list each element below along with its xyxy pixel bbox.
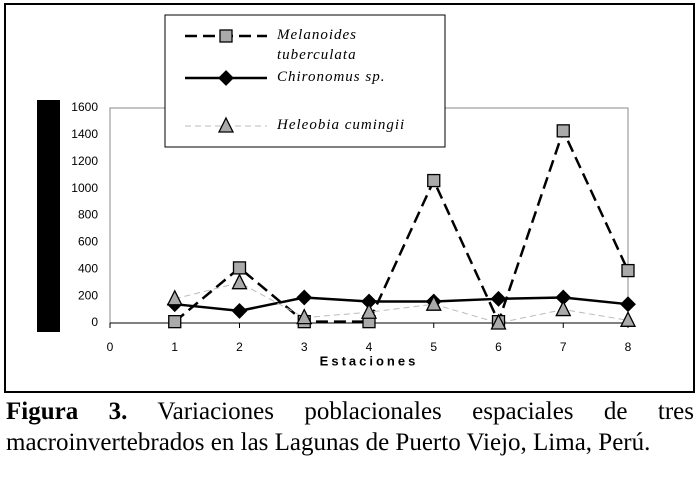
marker bbox=[168, 315, 182, 329]
x-tick-label: 1 bbox=[171, 340, 178, 354]
series-line bbox=[174, 282, 629, 324]
caption: Figura 3. Variaciones poblacionales espa… bbox=[6, 396, 694, 458]
legend-entry: Chironomus sp. bbox=[277, 69, 386, 85]
legend-label: Chironomus sp. bbox=[277, 69, 386, 85]
marker bbox=[555, 300, 572, 317]
y-tick-label: 800 bbox=[78, 208, 98, 222]
y-tick-label: 1600 bbox=[71, 100, 98, 114]
x-tick-label: 4 bbox=[366, 340, 373, 354]
legend-marker bbox=[217, 116, 235, 133]
marker bbox=[231, 302, 248, 319]
marker bbox=[231, 273, 248, 290]
x-tick-label: 3 bbox=[301, 340, 308, 354]
marker bbox=[619, 310, 637, 327]
x-tick-label: 6 bbox=[495, 340, 502, 354]
y-tick-label: 600 bbox=[78, 235, 98, 249]
marker bbox=[490, 290, 507, 307]
y-tick-label: 200 bbox=[78, 288, 98, 302]
marker bbox=[166, 289, 183, 306]
y-tick-label: 1200 bbox=[71, 154, 98, 168]
side-bar bbox=[37, 100, 60, 332]
y-tick-label: 400 bbox=[78, 261, 98, 275]
legend-marker bbox=[218, 70, 234, 86]
frame bbox=[4, 3, 695, 393]
series-line bbox=[174, 296, 629, 313]
marker bbox=[425, 294, 442, 311]
marker bbox=[556, 124, 570, 138]
legend-label: Melanoides tuberculata bbox=[277, 27, 357, 63]
y-tick-label: 0 bbox=[91, 315, 98, 329]
caption-text: Variaciones poblacionales espaciales de … bbox=[6, 398, 694, 456]
legend: Melanoides tuberculata Chironomus sp. Hele… bbox=[164, 14, 446, 148]
series-line bbox=[173, 127, 630, 326]
legend-entry: Melanoides tuberculata bbox=[277, 27, 357, 63]
marker bbox=[296, 289, 313, 306]
x-tick-label: 0 bbox=[107, 340, 114, 354]
marker bbox=[360, 302, 378, 319]
x-tick-label: 2 bbox=[236, 340, 243, 354]
x-axis-title: Estaciones bbox=[320, 353, 419, 368]
caption-label: Figura 3. bbox=[6, 398, 128, 425]
marker bbox=[621, 263, 635, 278]
x-tick-label: 7 bbox=[560, 340, 567, 354]
marker bbox=[232, 261, 247, 275]
x-tick-label: 8 bbox=[625, 340, 632, 354]
legend-label: Heleobia cumingii bbox=[277, 117, 406, 133]
legend-marker bbox=[219, 29, 233, 43]
x-tick-label: 5 bbox=[430, 340, 437, 354]
marker bbox=[296, 308, 313, 325]
y-tick-label: 1400 bbox=[71, 127, 98, 141]
chart: Estaciones 0 200 400 600 800 1000 1200 1400 1600… bbox=[4, 3, 695, 393]
marker bbox=[620, 296, 636, 313]
legend-entry: Heleobia cumingii bbox=[277, 117, 406, 133]
marker bbox=[490, 313, 507, 330]
y-tick-label: 1000 bbox=[71, 181, 98, 195]
marker bbox=[427, 173, 441, 188]
